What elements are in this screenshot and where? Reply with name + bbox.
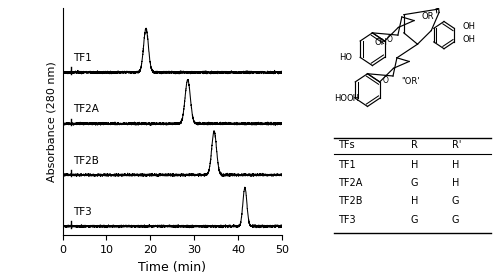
- Text: TF2A: TF2A: [74, 104, 100, 114]
- Text: OH: OH: [462, 22, 475, 30]
- Text: OH: OH: [462, 35, 475, 44]
- Text: TF2B: TF2B: [338, 196, 362, 206]
- Text: TF1: TF1: [338, 160, 355, 170]
- Text: HO: HO: [340, 53, 352, 62]
- Text: TF2B: TF2B: [74, 156, 100, 166]
- Text: TF2A: TF2A: [338, 178, 362, 188]
- Text: G: G: [452, 215, 460, 225]
- Text: H: H: [410, 196, 418, 206]
- X-axis label: Time (min): Time (min): [138, 261, 206, 274]
- Text: R: R: [410, 140, 418, 150]
- Text: G: G: [410, 215, 418, 225]
- Text: H: H: [410, 160, 418, 170]
- Text: R': R': [452, 140, 461, 150]
- Text: G: G: [410, 178, 418, 188]
- Text: "OR': "OR': [401, 77, 419, 86]
- Text: H: H: [452, 160, 459, 170]
- Text: OR: OR: [422, 12, 434, 20]
- Text: O: O: [382, 76, 388, 85]
- Text: OH: OH: [347, 94, 360, 103]
- Text: TF3: TF3: [74, 207, 92, 217]
- Text: O: O: [387, 35, 393, 44]
- Text: HO: HO: [334, 94, 347, 103]
- Text: H: H: [452, 178, 459, 188]
- Text: G: G: [452, 196, 460, 206]
- Text: TFs: TFs: [338, 140, 354, 150]
- Text: TF1: TF1: [74, 53, 92, 63]
- Y-axis label: Absorbance (280 nm): Absorbance (280 nm): [47, 61, 57, 182]
- Text: TF3: TF3: [338, 215, 355, 225]
- Text: OH: OH: [374, 38, 387, 47]
